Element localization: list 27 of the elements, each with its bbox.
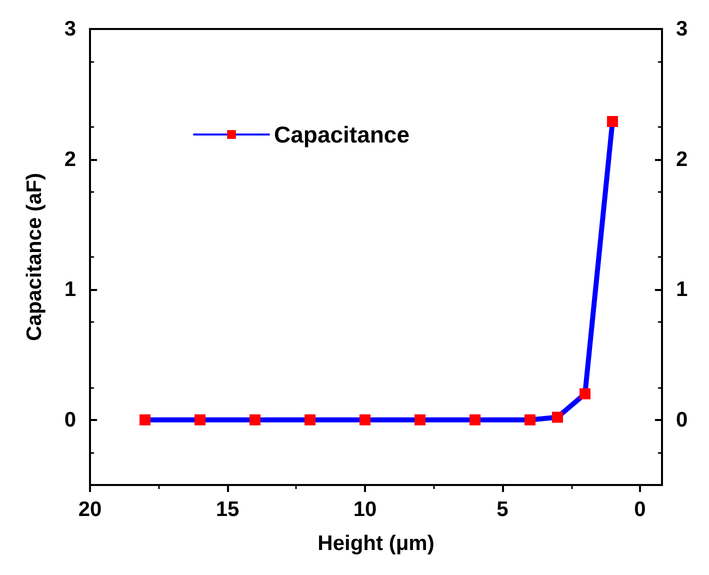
x-axis-title: Height (μm) — [318, 532, 434, 555]
y2-tick-label: 0 — [676, 408, 688, 432]
x-tick-label: 0 — [634, 498, 646, 521]
point — [360, 414, 370, 426]
point — [607, 116, 618, 128]
y-tick-label: 1 — [64, 278, 76, 302]
x-tick-label: 10 — [353, 498, 377, 521]
point — [580, 388, 590, 400]
x-tick-label: 15 — [216, 498, 240, 521]
y2-tick-label: 2 — [676, 148, 688, 171]
y2-tick-label: 1 — [676, 278, 688, 302]
y-tick-label: 0 — [64, 408, 76, 432]
x-tick-label: 20 — [78, 498, 102, 521]
point — [250, 414, 260, 426]
point — [304, 414, 316, 426]
y2-tick-label: 3 — [676, 18, 688, 40]
point — [524, 414, 536, 426]
x-tick-label: 5 — [496, 498, 509, 521]
legend-label: Capacitance — [274, 122, 410, 148]
point — [194, 414, 206, 426]
point — [140, 414, 150, 426]
point — [470, 414, 480, 426]
point — [552, 412, 563, 423]
point — [414, 414, 426, 426]
y-axis-title: Capacitance (aF) — [23, 172, 46, 342]
y-tick-label: 2 — [64, 148, 76, 171]
y-tick-label: 3 — [64, 18, 76, 40]
